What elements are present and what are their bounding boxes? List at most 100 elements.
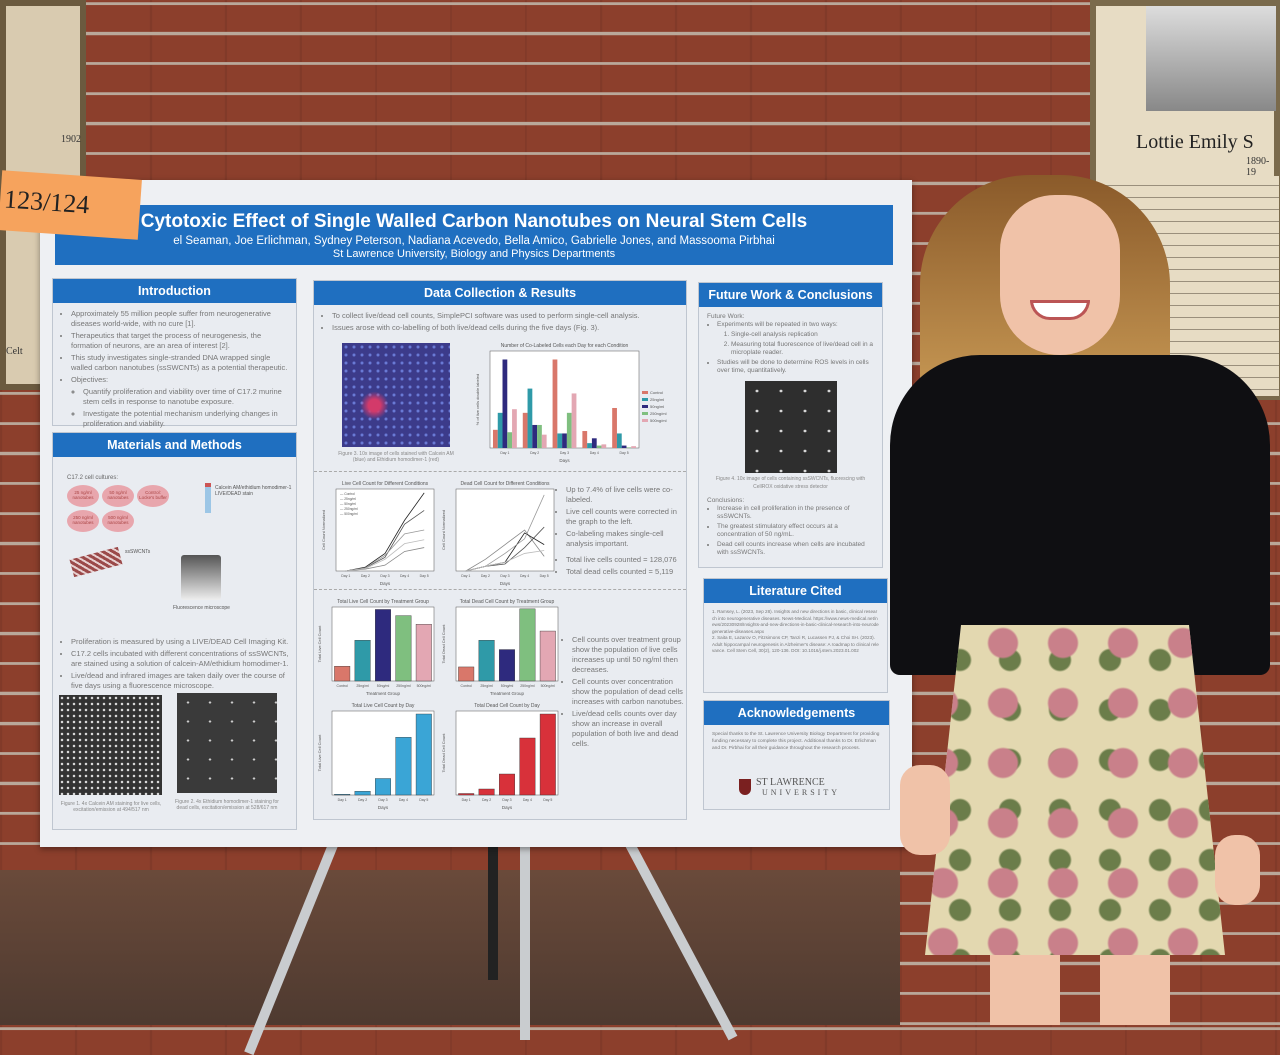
culture-dish: Control: Locke's buffer	[137, 485, 169, 507]
results-item: To collect live/dead cell counts, Simple…	[332, 311, 678, 321]
x-tick-label: Day 1	[338, 798, 347, 802]
x-tick-label: Day 4	[399, 798, 408, 802]
x-tick-label: 250ng/ml	[520, 684, 535, 688]
stain-label: Calcein AM/ethidium homodimer-1 LIVE/DEA…	[215, 485, 292, 497]
frame-text: 1902	[61, 134, 81, 145]
dead-by-day-chart: Total Dead Cell Count by Day Days Total De…	[441, 703, 559, 810]
legend-swatch	[642, 419, 648, 422]
x-tick-label: Day 2	[530, 451, 539, 455]
culture-dish: 250 ng/ml nanotubes	[67, 510, 99, 532]
x-tick-label: Day 4	[520, 574, 529, 578]
future-label: Future Work:	[707, 313, 745, 320]
figure-4-image	[744, 381, 837, 473]
chart-title: Dead Cell Count for Different Conditions	[460, 481, 550, 487]
bar	[354, 640, 371, 682]
culture-dishes: 25 ng/ml nanotubes 50 ng/ml nanotubes Co…	[67, 485, 177, 532]
chart-title: Total Dead Cell Count by Day	[474, 703, 540, 709]
person	[880, 155, 1280, 1025]
results-panel: Data Collection & Results To collect liv…	[313, 280, 687, 820]
bar	[492, 429, 498, 448]
series-line	[345, 529, 425, 572]
live-by-treatment-chart: Total Live Cell Count by Treatment Group…	[317, 599, 435, 696]
nanotube-icon	[69, 546, 123, 578]
poster-affiliation: St Lawrence University, Biology and Phys…	[332, 248, 616, 260]
hand	[1215, 835, 1260, 905]
x-tick-label: 500ng/ml	[417, 684, 432, 688]
conclusion-item: The greatest stimulatory effect occurs a…	[717, 523, 874, 539]
bar	[415, 624, 432, 682]
y-axis-label: Cell Count Normalized	[321, 510, 326, 550]
legend-label: Control	[650, 390, 663, 395]
bar	[621, 445, 627, 448]
section-heading: Literature Cited	[704, 579, 887, 603]
easel-strap	[488, 840, 498, 980]
bar	[587, 443, 592, 448]
y-axis-label: Cell Count Normalized	[441, 510, 446, 550]
legend-label: 500ng/ml	[650, 418, 667, 423]
results-item: Live cell counts were corrected in the g…	[566, 507, 684, 527]
x-tick-label: Day 5	[540, 574, 549, 578]
x-tick-label: 500ng/ml	[541, 684, 556, 688]
x-tick-label: 25ng/ml	[480, 684, 493, 688]
x-tick-label: Day 4	[523, 798, 532, 802]
figure-3-caption: Figure 3. 10x image of cells stained wit…	[338, 451, 454, 463]
x-tick-label: Control	[461, 684, 473, 688]
bar	[566, 412, 572, 448]
bar	[612, 407, 617, 448]
reference-item: 1. Ramsey, L. (2023, Sep 28). Insights a…	[712, 609, 879, 634]
bar	[591, 438, 597, 448]
bar	[499, 649, 515, 682]
x-tick-label: Day 5	[420, 574, 429, 578]
dead-cell-line-chart: Dead Cell Count for Different Conditions…	[441, 481, 555, 586]
x-tick-label: 25ng/ml	[356, 684, 369, 688]
results-item: Issues arose with co-labelling of both l…	[332, 323, 678, 333]
bar	[537, 424, 542, 448]
bar	[601, 444, 607, 448]
figure-3-image	[342, 343, 450, 447]
microscope-icon	[181, 555, 221, 600]
x-tick-label: Day 1	[461, 574, 470, 578]
bar	[354, 791, 371, 796]
portrait-years: 1890-19	[1246, 156, 1270, 178]
portrait-name: Lottie Emily S	[1136, 131, 1254, 153]
future-way: Measuring total fluorescence of live/dea…	[731, 341, 874, 357]
series-line	[465, 550, 545, 572]
bar	[557, 433, 563, 448]
x-axis-label: Treatment Group	[490, 691, 525, 696]
section-heading: Acknowledgements	[704, 701, 889, 725]
bar	[519, 608, 536, 682]
x-tick-label: Day 2	[358, 798, 367, 802]
stain-tube-icon	[205, 483, 211, 513]
bar	[478, 640, 495, 682]
bar	[507, 432, 513, 448]
x-axis-label: Days	[380, 581, 391, 586]
logo-text: UNIVERSITY	[762, 788, 840, 797]
chart-title: Live Cell Count for Different Conditions	[342, 481, 429, 487]
bar	[458, 666, 475, 682]
bar	[596, 445, 602, 448]
section-heading: Materials and Methods	[53, 433, 296, 457]
introduction-panel: Introduction Approximately 55 million pe…	[52, 278, 297, 428]
chart-title: Total Dead Cell Count by Treatment Group	[460, 599, 555, 605]
bar	[519, 737, 536, 796]
total-live-count: Total live cells counted = 128,076	[566, 555, 684, 565]
series-line	[345, 492, 425, 572]
conclusion-item: Dead cell counts increase when cells are…	[717, 541, 874, 557]
x-tick-label: 50ng/ml	[501, 684, 514, 688]
future-item: Experiments will be repeated in two ways…	[717, 321, 874, 329]
bar	[395, 615, 412, 682]
section-heading: Introduction	[53, 279, 296, 303]
figure-1-live-cells-image	[59, 695, 162, 795]
x-axis-label: Days	[500, 581, 511, 586]
bar	[541, 434, 547, 448]
culture-dish: 500 ng/ml nanotubes	[102, 510, 134, 532]
research-poster: Cytotoxic Effect of Single Walled Carbon…	[40, 180, 912, 847]
legend-swatch	[642, 405, 648, 408]
bar	[458, 793, 475, 796]
bar	[502, 359, 508, 448]
x-tick-label: Day 5	[543, 798, 552, 802]
x-tick-label: Day 3	[502, 798, 511, 802]
bar	[499, 773, 515, 796]
figure-1-caption: Figure 1. 4x Calcein AM staining for liv…	[60, 801, 162, 813]
x-tick-label: Day 3	[378, 798, 387, 802]
